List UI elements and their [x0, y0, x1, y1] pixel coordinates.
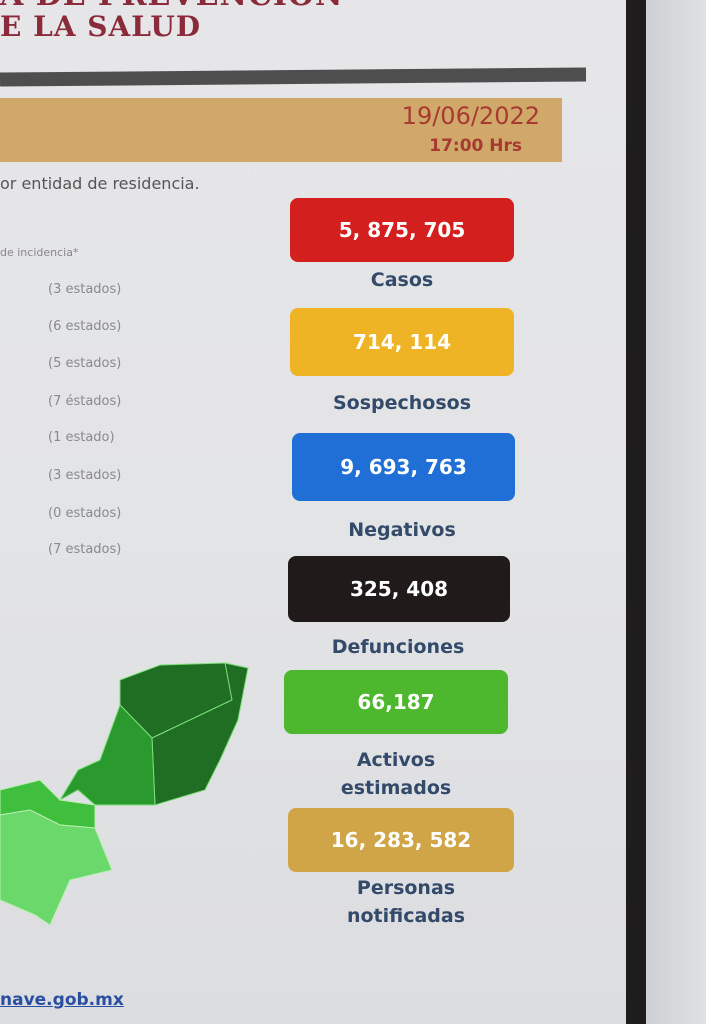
- activos-label: Activos estimados: [284, 746, 508, 802]
- negativos-label: Negativos: [348, 519, 456, 541]
- legend-item: (7 éstados): [48, 394, 122, 409]
- casos-value: 5, 875, 705: [338, 218, 466, 242]
- personas-label-line2: notificadas: [346, 905, 466, 927]
- subtitle: or entidad de residencia.: [0, 174, 200, 193]
- activos-box: 66,187: [284, 670, 508, 734]
- legend-item: (5 estados): [48, 356, 122, 371]
- legend-item: (7 estados): [48, 542, 122, 557]
- personas-label-line1: Personas: [356, 877, 456, 899]
- casos-label: Casos: [370, 269, 434, 291]
- legend-item: (3 estados): [48, 468, 122, 483]
- sospechosos-label: Sospechosos: [332, 392, 472, 414]
- legend-item: (6 estados): [48, 319, 122, 334]
- report-date: 19/06/2022: [401, 102, 540, 130]
- activos-label-line2: estimados: [340, 777, 452, 799]
- activos-value: 66,187: [357, 690, 435, 714]
- negativos-value: 9, 693, 763: [340, 455, 467, 479]
- casos-box: 5, 875, 705: [290, 198, 514, 262]
- yucatan-map: [0, 662, 249, 926]
- negativos-box: 9, 693, 763: [292, 433, 515, 501]
- map-state-quintana-roo: [151, 662, 249, 806]
- footer-link[interactable]: nave.gob.mx: [0, 990, 124, 1010]
- personas-label: Personas notificadas: [294, 874, 518, 930]
- divider: [0, 67, 587, 87]
- map-state-chiapas: [0, 809, 113, 926]
- personas-box: 16, 283, 582: [288, 808, 514, 872]
- legend-item: (0 estados): [48, 506, 122, 521]
- sospechosos-value: 714, 114: [352, 330, 452, 354]
- defunciones-box: 325, 408: [288, 556, 510, 622]
- defunciones-value: 325, 408: [349, 577, 449, 601]
- monitor-bezel: [626, 0, 646, 1024]
- header-title-line1: A DE PREVENCIÓN: [0, 0, 343, 13]
- date-band: 19/06/2022 17:00 Hrs: [0, 98, 562, 162]
- header-title-line2: E LA SALUD: [0, 10, 202, 43]
- sospechosos-box: 714, 114: [290, 308, 514, 376]
- personas-value: 16, 283, 582: [330, 828, 472, 852]
- screen: A DE PREVENCIÓN E LA SALUD 19/06/2022 17…: [0, 0, 628, 1024]
- report-time: 17:00 Hrs: [429, 136, 522, 156]
- activos-label-line1: Activos: [356, 749, 436, 771]
- legend-item: (3 estados): [48, 282, 122, 297]
- map-state-campeche: [58, 704, 156, 806]
- defunciones-label: Defunciones: [331, 636, 465, 658]
- background-wall: [646, 0, 706, 1024]
- legend-heading: de incidencia*: [0, 246, 79, 259]
- legend-item: (1 estado): [48, 430, 115, 445]
